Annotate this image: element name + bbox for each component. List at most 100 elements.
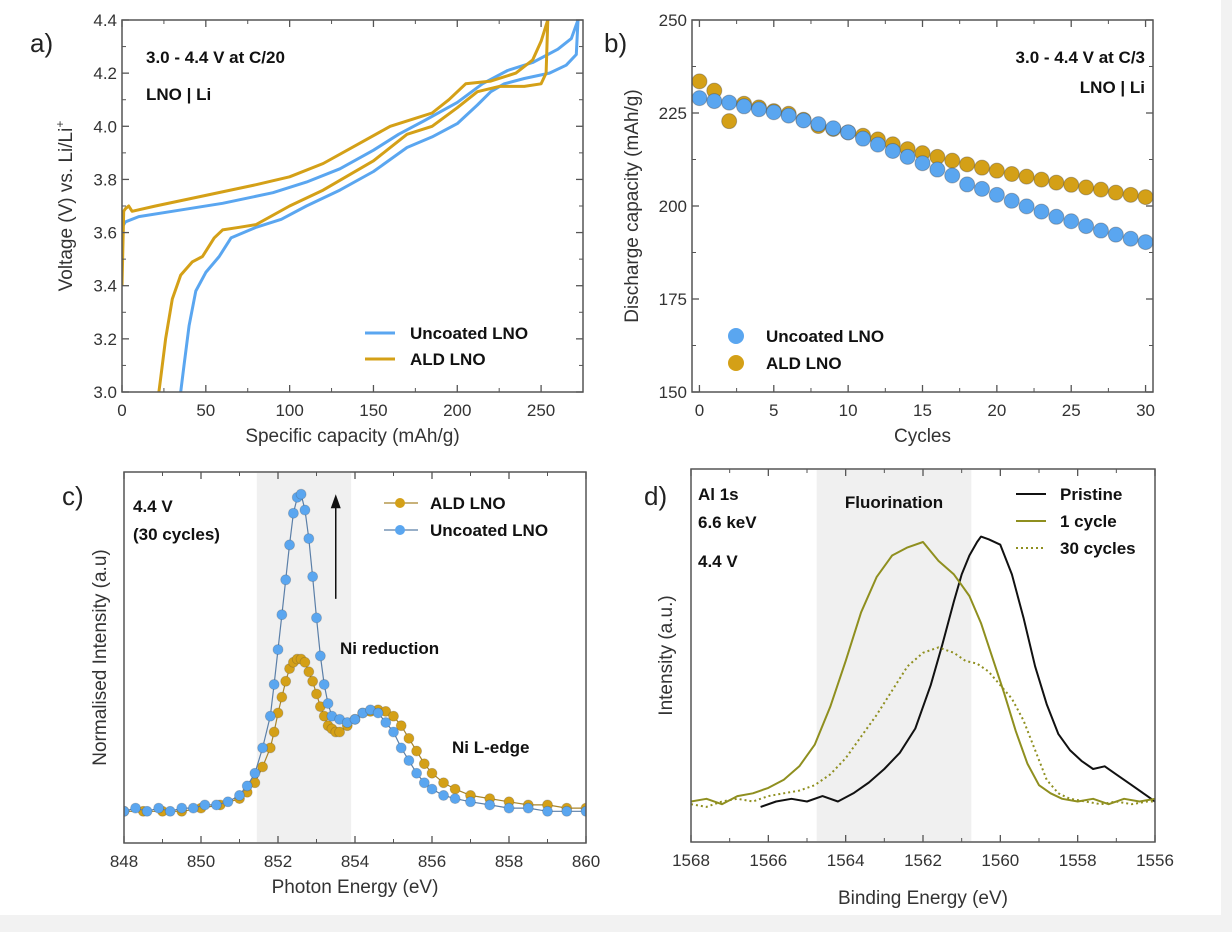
data-point — [280, 675, 292, 687]
data-point — [314, 650, 326, 662]
legend-label: Pristine — [1060, 485, 1122, 504]
y-tick-label: 4.2 — [93, 64, 117, 83]
x-tick-label: 1556 — [1136, 851, 1174, 870]
data-point — [1048, 174, 1065, 191]
legend-label: 1 cycle — [1060, 512, 1117, 531]
data-point — [542, 805, 553, 817]
data-point — [403, 755, 415, 766]
x-tick-label: 848 — [110, 852, 138, 871]
x-tick-label: 200 — [443, 401, 471, 420]
data-point — [153, 802, 165, 814]
data-point — [973, 180, 990, 197]
annotation-voltage: 4.4 V — [698, 552, 738, 571]
plot-frame — [691, 19, 1154, 393]
data-point — [449, 793, 461, 805]
series-line — [122, 20, 580, 229]
data-point — [303, 533, 315, 544]
data-point — [1107, 184, 1124, 201]
data-point — [438, 790, 449, 801]
x-tick-label: 30 — [1136, 401, 1155, 420]
data-point — [692, 73, 708, 90]
annotation-ni-reduction: Ni reduction — [340, 639, 439, 658]
x-tick-label: 860 — [572, 852, 600, 871]
data-point — [1107, 226, 1124, 243]
series-line — [157, 20, 550, 392]
series-line — [122, 20, 550, 286]
data-point — [825, 120, 842, 137]
data-point — [1122, 230, 1139, 247]
data-point — [299, 656, 311, 668]
y-tick-label: 4.0 — [93, 117, 117, 136]
y-tick-label: 4.4 — [93, 11, 117, 30]
legend-marker-uncoated — [728, 328, 744, 344]
data-point — [1092, 222, 1109, 239]
data-point — [914, 155, 931, 172]
shaded-region-label: Fluorination — [845, 493, 943, 512]
data-point — [840, 124, 857, 141]
arrow-head-icon — [330, 494, 341, 509]
panel-b: 0 5 10 15 20 25 30 150 175 200 225 250 b) Cycles Disch… — [604, 11, 1155, 447]
x-tick-label: 25 — [1062, 401, 1081, 420]
series-line — [179, 20, 580, 392]
legend-label: Uncoated LNO — [410, 324, 528, 343]
shaded-region — [816, 470, 972, 841]
x-tick-label: 20 — [987, 401, 1006, 420]
x-tick-label: 0 — [117, 401, 126, 420]
x-tick-label: 1558 — [1059, 851, 1097, 870]
figure-canvas: 0 50 100 150 200 250 3.0 3.2 3.4 3.6 3.8 4.0 4.2 4.4 a… — [0, 0, 1221, 915]
data-point — [1092, 181, 1109, 198]
data-point — [692, 90, 708, 107]
data-point — [580, 805, 586, 817]
annotation-energy: 6.6 keV — [698, 513, 757, 532]
data-point — [1122, 186, 1139, 203]
data-point — [234, 790, 245, 801]
data-point — [264, 710, 276, 722]
y-axis-title: Normalised Intensity (a.u) — [90, 549, 111, 765]
data-point — [438, 777, 449, 789]
data-point — [334, 726, 346, 738]
data-point — [318, 679, 330, 690]
x-axis-title: Specific capacity (mAh/g) — [245, 426, 459, 447]
data-point — [484, 799, 496, 811]
data-point — [449, 783, 461, 795]
data-point — [418, 758, 430, 770]
data-point — [426, 767, 438, 779]
y-tick-label: 3.2 — [93, 330, 117, 349]
data-point — [164, 805, 176, 817]
data-group — [692, 73, 1153, 251]
data-point — [287, 507, 299, 519]
y-axis-title: Voltage (V) vs. Li/Li+ — [53, 121, 77, 292]
series-line — [691, 646, 1155, 808]
x-tick-label: 854 — [341, 852, 369, 871]
data-point — [795, 112, 812, 129]
data-point — [1018, 168, 1035, 185]
data-point — [721, 94, 738, 111]
data-group — [124, 488, 586, 817]
data-point — [268, 679, 280, 690]
data-point — [418, 777, 430, 789]
data-point — [284, 539, 295, 551]
data-point — [210, 799, 222, 811]
annotation-voltage: 4.4 V — [133, 497, 173, 516]
data-point — [750, 101, 767, 118]
data-point — [1033, 203, 1050, 220]
data-point — [311, 612, 322, 624]
legend-label: ALD LNO — [430, 494, 506, 513]
data-point — [388, 726, 399, 738]
legend-marker-uncoated — [395, 525, 405, 535]
data-point — [199, 799, 211, 811]
data-point — [124, 805, 130, 817]
series-line — [124, 658, 586, 812]
x-tick-label: 1562 — [904, 851, 942, 870]
data-point — [130, 802, 141, 814]
legend-label: Uncoated LNO — [766, 327, 884, 346]
data-point — [1137, 234, 1153, 251]
data-point — [426, 783, 438, 795]
data-point — [1137, 189, 1153, 206]
x-tick-label: 858 — [495, 852, 523, 871]
data-point — [988, 186, 1005, 203]
x-tick-label: 5 — [769, 401, 778, 420]
legend-label: ALD LNO — [410, 350, 486, 369]
data-point — [307, 675, 319, 687]
data-point — [1063, 213, 1080, 230]
